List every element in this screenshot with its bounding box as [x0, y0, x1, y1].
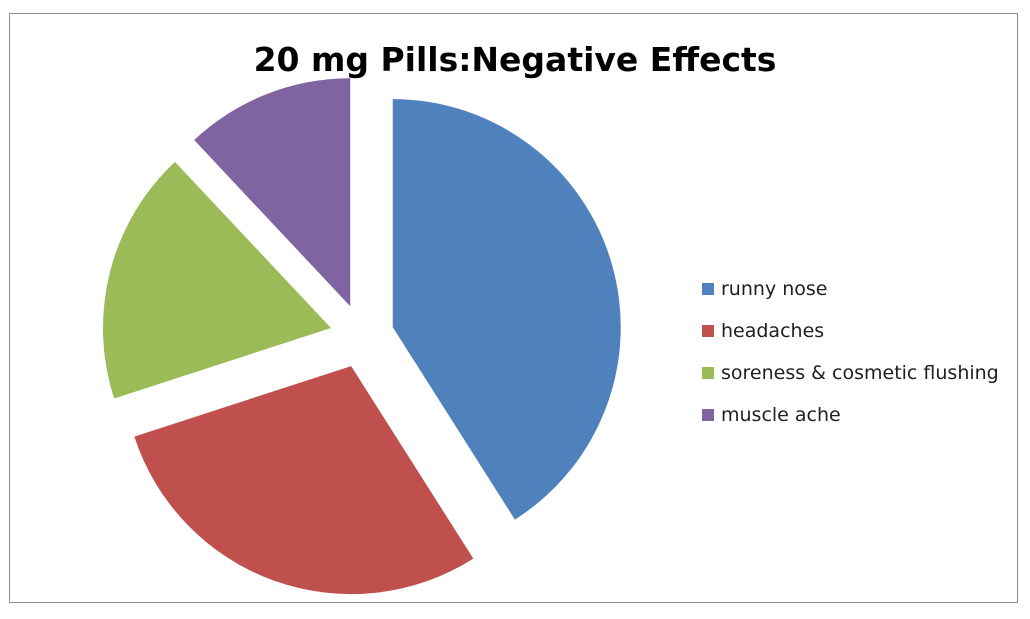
legend-swatch	[702, 409, 714, 421]
pie-slice-headaches	[134, 366, 474, 595]
legend-item-soreness-and-cosmetic-flushing: soreness & cosmetic flushing	[702, 352, 1012, 394]
legend-item-muscle-ache: muscle ache	[702, 394, 1012, 436]
legend-label: runny nose	[721, 278, 828, 300]
legend-label: soreness & cosmetic flushing	[721, 362, 999, 384]
pie-slice-muscle-ache	[194, 78, 351, 307]
legend-label: muscle ache	[721, 404, 841, 426]
legend-item-runny-nose: runny nose	[702, 268, 1012, 310]
legend-swatch	[702, 283, 714, 295]
legend-item-headaches: headaches	[702, 310, 1012, 352]
pie-slice-runny-nose	[392, 99, 621, 520]
legend-swatch	[702, 367, 714, 379]
legend: runny nose headaches soreness & cosmetic f…	[702, 268, 1012, 436]
legend-label: headaches	[721, 320, 825, 342]
pie-slice-soreness-and-cosmetic-flushing	[103, 161, 332, 399]
chart-title: 20 mg Pills:Negative Effects	[253, 40, 777, 79]
legend-swatch	[702, 325, 714, 337]
